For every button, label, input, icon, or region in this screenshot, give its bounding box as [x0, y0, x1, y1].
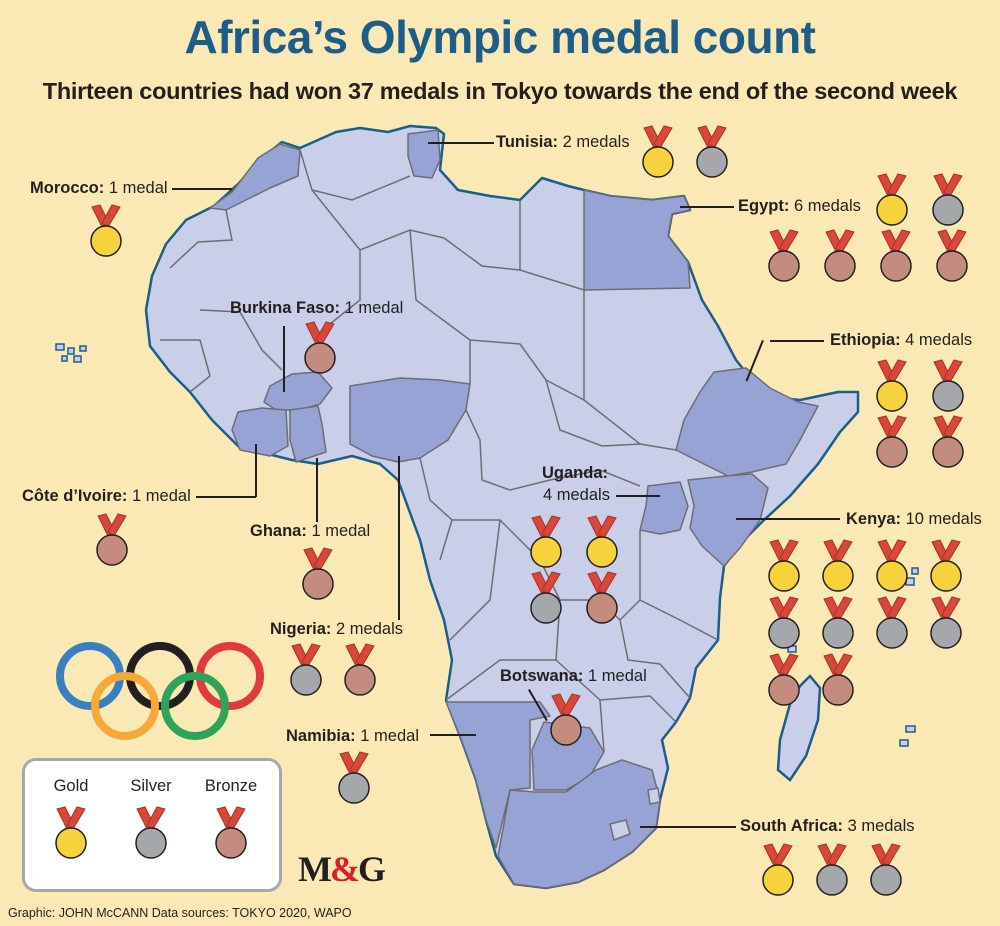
- olympic-rings: [56, 642, 264, 740]
- kenya: [687, 473, 769, 567]
- gold-medal-icon: [638, 124, 678, 180]
- egypt: [583, 189, 691, 291]
- label-burkina-faso: Burkina Faso: 1 medal: [230, 299, 404, 317]
- gold-medal-icon: [758, 842, 798, 898]
- leader-line-egypt: [680, 206, 734, 208]
- silver-medal-icon: [692, 124, 732, 180]
- silver-medal-icon: [866, 842, 906, 898]
- label-kenya: Kenya: 10 medals: [846, 510, 982, 528]
- bronze-medal-icon: [876, 228, 916, 284]
- silver-medal-icon: [526, 570, 566, 626]
- gold-medal-icon: [872, 358, 912, 414]
- bronze-medal-icon: [92, 512, 132, 568]
- leader-line-cote-divoire-v: [255, 444, 257, 497]
- page-subtitle: Thirteen countries had won 37 medals in …: [42, 78, 958, 104]
- silver-medal-icon: [928, 172, 968, 228]
- ghana: [289, 405, 327, 463]
- leader-line-nigeria: [398, 456, 400, 620]
- eswatini: [647, 787, 661, 805]
- credits: Graphic: JOHN McCANN Data sources: TOKYO…: [8, 906, 352, 920]
- silver-medal-icon: [286, 642, 326, 698]
- bronze-medal-icon: [872, 414, 912, 470]
- leader-line-cote-divoire: [196, 496, 256, 498]
- bronze-medal-icon: [820, 228, 860, 284]
- bronze-medal-icon: [298, 546, 338, 602]
- bronze-medal-icon: [546, 692, 586, 748]
- label-uganda-name: Uganda:: [542, 464, 608, 482]
- bronze-medal-icon: [764, 228, 804, 284]
- bronze-medal-icon: [340, 642, 380, 698]
- leader-line-south-africa: [640, 826, 736, 828]
- legend-gold-label: Gold: [53, 777, 89, 795]
- legend: Gold Silver Bronze: [22, 758, 282, 892]
- label-cote-divoire: Côte d’Ivoire: 1 medal: [22, 487, 191, 505]
- islands: [55, 343, 919, 747]
- gold-medal-icon: [526, 514, 566, 570]
- silver-medal-icon: [764, 595, 804, 651]
- label-tunisia: Tunisia: 2 medals: [496, 133, 630, 151]
- bronze-medal-icon: [300, 320, 340, 376]
- leader-line-ethiopia: [770, 340, 824, 342]
- leader-line-morocco: [172, 188, 232, 190]
- silver-medal-icon: [872, 595, 912, 651]
- gold-medal-icon: [86, 203, 126, 259]
- internal-borders: [160, 149, 719, 753]
- uganda: [639, 481, 689, 535]
- label-egypt: Egypt: 6 medals: [738, 197, 861, 215]
- bronze-medal-icon: [582, 570, 622, 626]
- morocco: [209, 143, 301, 211]
- leader-line-namibia: [430, 734, 476, 736]
- legend-gold-medal-icon: [51, 805, 91, 861]
- burkina-faso: [263, 371, 333, 411]
- label-south-africa: South Africa: 3 medals: [740, 817, 915, 835]
- bronze-medal-icon: [818, 652, 858, 708]
- label-ghana: Ghana: 1 medal: [250, 522, 371, 540]
- gold-medal-icon: [926, 538, 966, 594]
- leader-line-kenya: [736, 518, 840, 520]
- silver-medal-icon: [928, 358, 968, 414]
- page-title: Africa’s Olympic medal count: [184, 11, 816, 63]
- leader-line-uganda: [616, 495, 660, 497]
- silver-medal-icon: [818, 595, 858, 651]
- legend-silver-medal-icon: [131, 805, 171, 861]
- bronze-medal-icon: [932, 228, 972, 284]
- legend-bronze-label: Bronze: [204, 777, 258, 795]
- label-namibia: Namibia: 1 medal: [286, 727, 419, 745]
- bronze-medal-icon: [928, 414, 968, 470]
- cote-divoire: [231, 407, 289, 457]
- legend-bronze-medal-icon: [211, 805, 251, 861]
- nigeria: [349, 377, 471, 463]
- south-africa: [497, 759, 661, 889]
- gold-medal-icon: [872, 172, 912, 228]
- gold-medal-icon: [872, 538, 912, 594]
- leader-line-tunisia: [428, 142, 494, 144]
- legend-silver-label: Silver: [130, 777, 172, 795]
- label-nigeria: Nigeria: 2 medals: [270, 620, 403, 638]
- ring-green: [161, 672, 229, 740]
- silver-medal-icon: [926, 595, 966, 651]
- tunisia: [407, 129, 441, 179]
- label-botswana: Botswana: 1 medal: [500, 667, 647, 685]
- gold-medal-icon: [582, 514, 622, 570]
- gold-medal-icon: [818, 538, 858, 594]
- gold-medal-icon: [764, 538, 804, 594]
- highlighted-countries: [209, 129, 819, 889]
- silver-medal-icon: [812, 842, 852, 898]
- lesotho: [609, 819, 631, 841]
- label-uganda-count: 4 medals: [543, 486, 610, 504]
- bronze-medal-icon: [764, 652, 804, 708]
- silver-medal-icon: [334, 750, 374, 806]
- mg-logo: M&G: [298, 849, 386, 889]
- label-morocco: Morocco: 1 medal: [30, 179, 168, 197]
- leader-line-ghana: [316, 458, 318, 522]
- label-ethiopia: Ethiopia: 4 medals: [830, 331, 973, 349]
- leader-line-burkina-faso: [283, 326, 285, 392]
- ethiopia: [675, 367, 819, 477]
- ring-yellow: [91, 672, 159, 740]
